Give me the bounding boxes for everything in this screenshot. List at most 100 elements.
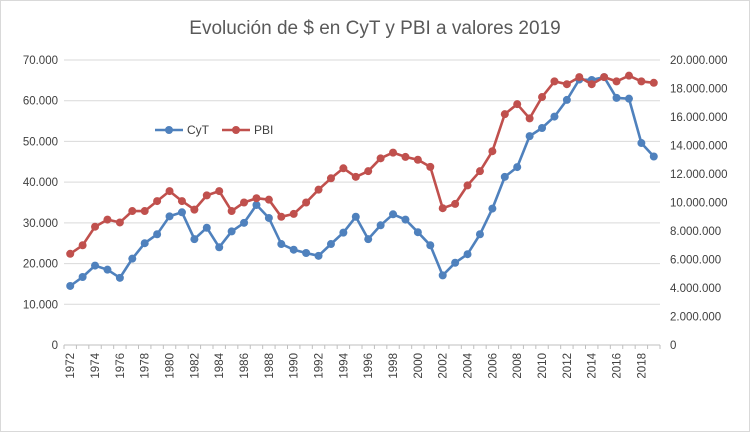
y-left-tick-label: 40.000 (23, 177, 58, 189)
data-point-pbi (637, 77, 646, 86)
data-point-cyt (103, 265, 112, 274)
legend-swatch-marker (165, 126, 173, 134)
data-point-cyt (91, 261, 100, 270)
data-point-cyt (351, 212, 360, 221)
y-left-tick-label: 10.000 (23, 299, 58, 311)
x-tick-label: 1974 (90, 352, 102, 378)
data-point-cyt (277, 240, 286, 249)
legend-item-pbi: PBI (222, 123, 273, 137)
data-point-cyt (513, 163, 522, 172)
data-point-pbi (66, 249, 75, 258)
data-point-pbi (413, 155, 422, 164)
data-point-pbi (128, 207, 137, 216)
data-point-pbi (488, 147, 497, 156)
data-point-pbi (513, 100, 522, 109)
y-right-tick-label: 14.000.000 (670, 141, 728, 153)
data-point-pbi (500, 110, 509, 119)
data-point-pbi (351, 172, 360, 181)
data-point-pbi (240, 198, 249, 207)
x-tick-label: 1984 (214, 352, 226, 378)
data-point-pbi (153, 197, 162, 206)
y-left-tick-label: 70.000 (23, 55, 58, 67)
data-point-pbi (326, 174, 335, 183)
axes: 0 10.000 20.000 30.000 40.000 50.000 60.000 70.… (23, 55, 728, 379)
data-point-cyt (451, 258, 460, 267)
series-pbi (66, 71, 658, 258)
x-tick-label: 1992 (314, 353, 326, 379)
data-point-cyt (314, 251, 323, 260)
data-point-pbi (389, 148, 398, 157)
data-point-cyt (401, 215, 410, 224)
y-right-tick-label: 16.000.000 (670, 112, 728, 124)
legend-swatch-marker (232, 126, 240, 134)
data-point-cyt (140, 239, 149, 248)
x-tick-label: 2016 (612, 353, 624, 379)
x-tick-label: 1972 (65, 353, 77, 379)
y-right-tick-label: 0 (670, 340, 676, 352)
data-point-pbi (202, 191, 211, 200)
x-tick-label: 1978 (140, 353, 152, 379)
series-cyt (66, 73, 658, 290)
data-point-cyt (562, 95, 571, 104)
y-left-tick-label: 50.000 (23, 136, 58, 148)
data-point-cyt (202, 223, 211, 232)
x-tick-label: 2004 (463, 352, 475, 378)
x-tick-label: 1982 (189, 353, 201, 379)
data-point-pbi (401, 152, 410, 161)
data-point-pbi (302, 198, 311, 207)
data-point-pbi (438, 204, 447, 213)
x-tick-label: 1998 (388, 353, 400, 379)
x-tick-label: 2012 (562, 353, 574, 379)
data-point-cyt (165, 212, 174, 221)
data-point-cyt (339, 228, 348, 237)
data-point-pbi (78, 241, 87, 250)
x-tick-label: 1990 (289, 353, 301, 379)
data-point-cyt (463, 250, 472, 259)
y-left-tick-label: 0 (52, 340, 58, 352)
data-point-pbi (103, 215, 112, 224)
data-point-cyt (612, 93, 621, 102)
data-point-pbi (364, 167, 373, 176)
data-point-pbi (525, 114, 534, 123)
data-point-cyt (115, 273, 124, 282)
series-layer (66, 71, 658, 290)
x-tick-label: 2000 (413, 353, 425, 379)
x-tick-label: 1988 (264, 353, 276, 379)
data-point-cyt (289, 245, 298, 254)
data-point-cyt (413, 228, 422, 237)
y-left-tick-label: 30.000 (23, 218, 58, 230)
data-point-pbi (612, 77, 621, 86)
legend-label: PBI (254, 123, 273, 137)
x-tick-label: 2008 (512, 353, 524, 379)
data-point-pbi (550, 77, 559, 86)
data-point-cyt (364, 235, 373, 244)
data-point-pbi (575, 73, 584, 82)
data-point-cyt (538, 123, 547, 132)
data-point-cyt (389, 210, 398, 219)
y-right-tick-label: 8.000.000 (670, 226, 721, 238)
data-point-pbi (475, 167, 484, 176)
y-right-tick-label: 18.000.000 (670, 84, 728, 96)
data-point-cyt (438, 271, 447, 280)
data-point-cyt (240, 218, 249, 227)
data-point-cyt (227, 227, 236, 236)
data-point-pbi (289, 209, 298, 218)
data-point-pbi (600, 73, 609, 82)
y-left-tick-label: 60.000 (23, 96, 58, 108)
data-point-pbi (115, 218, 124, 227)
data-point-pbi (277, 212, 286, 221)
data-point-pbi (190, 205, 199, 214)
data-point-cyt (376, 221, 385, 230)
data-point-pbi (264, 195, 273, 204)
y-left-tick-label: 20.000 (23, 259, 58, 271)
x-tick-label: 1986 (239, 353, 251, 379)
x-tick-label: 2018 (636, 353, 648, 379)
x-tick-label: 1996 (363, 353, 375, 379)
legend-item-cyt: CyT (155, 123, 210, 137)
data-point-pbi (451, 199, 460, 208)
data-point-pbi (587, 80, 596, 89)
data-point-cyt (78, 273, 87, 282)
data-point-cyt (128, 254, 137, 263)
data-point-cyt (264, 213, 273, 222)
